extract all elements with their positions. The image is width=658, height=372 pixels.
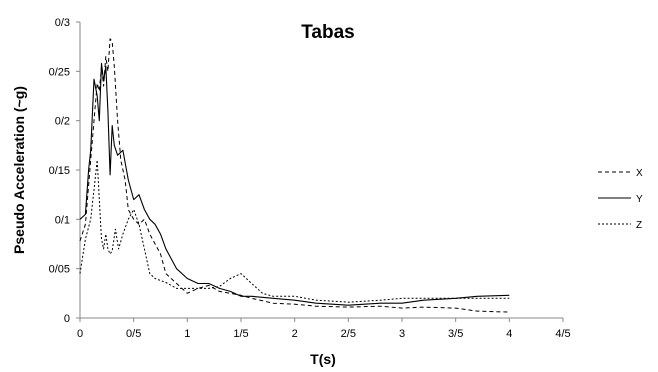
y-tick-label: 0/1 [55, 214, 70, 226]
x-tick-label: 3/5 [448, 328, 463, 340]
legend-label-x: X [636, 168, 643, 179]
y-tick-label: 0/3 [55, 17, 70, 29]
x-tick-label: 3 [399, 328, 405, 340]
legend-label-z: Z [636, 220, 642, 231]
y-tick-label: 0/05 [49, 264, 70, 276]
legend: X Y Z [598, 168, 643, 231]
series-group [79, 38, 510, 313]
chart-title: Tabas [301, 22, 355, 43]
x-tick-label: 2/5 [341, 328, 356, 340]
series-line-z [79, 159, 510, 303]
x-tick-label: 0 [77, 328, 83, 340]
x-tick-label: 1/5 [233, 328, 248, 340]
x-tick-label: 4 [506, 328, 512, 340]
series-line-x [79, 38, 510, 313]
x-tick-label: 0/5 [126, 328, 141, 340]
x-axis-label: T(s) [310, 351, 336, 367]
x-tick-label: 4/5 [555, 328, 570, 340]
y-ticks: 0 0/05 0/1 0/15 0/2 0/25 0/3 [49, 17, 80, 325]
x-ticks: 0 0/5 1 1/5 2 2/5 3 3/5 4 4/5 [77, 318, 571, 340]
x-tick-label: 1 [184, 328, 190, 340]
y-tick-label: 0/25 [49, 66, 70, 78]
y-tick-label: 0 [64, 313, 70, 325]
series-line-y [79, 62, 510, 306]
y-axis-label: Pseudo Acceleration (~g) [11, 86, 27, 254]
legend-label-y: Y [636, 194, 643, 205]
x-tick-label: 2 [292, 328, 298, 340]
y-tick-label: 0/2 [55, 116, 70, 128]
y-tick-label: 0/15 [49, 165, 70, 177]
